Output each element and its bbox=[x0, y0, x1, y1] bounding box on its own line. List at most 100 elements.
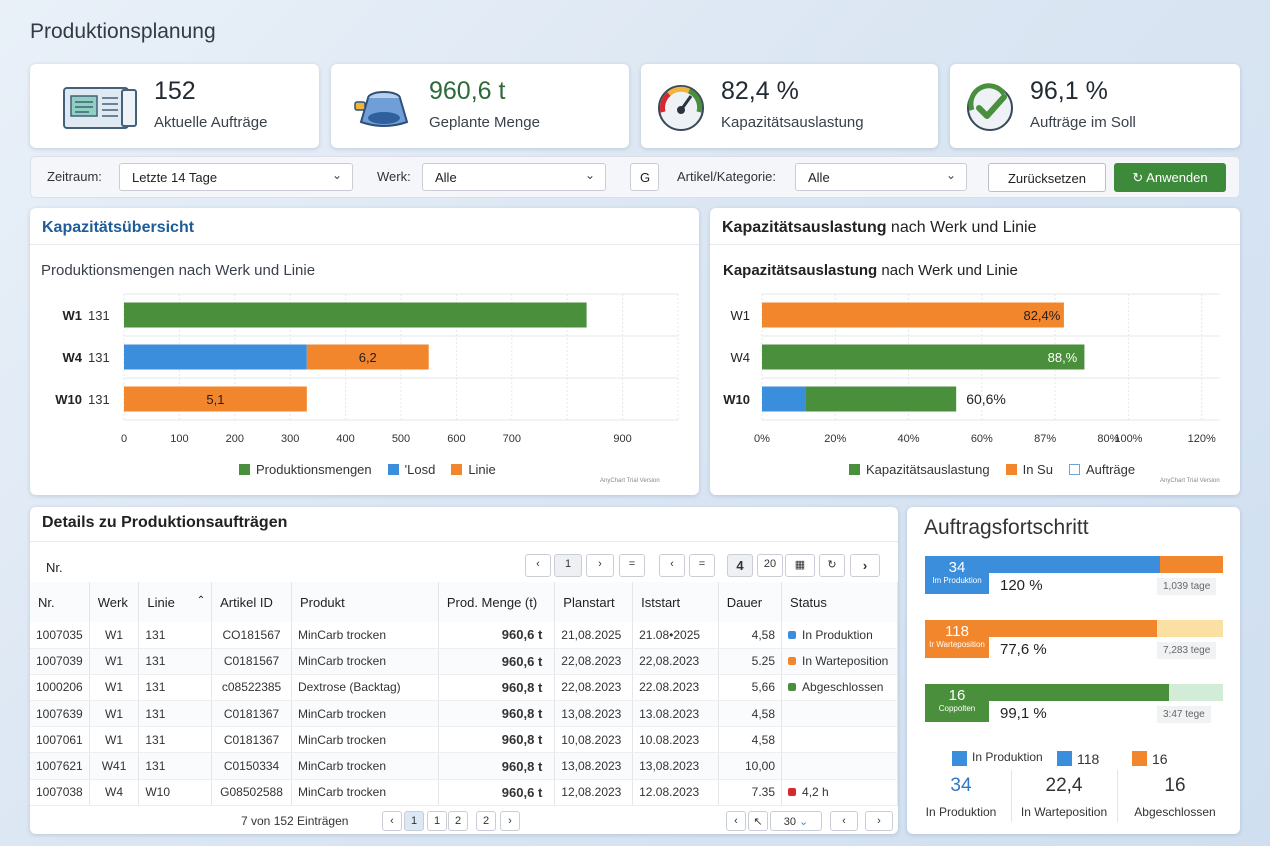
cell-nr: 1007061 bbox=[30, 726, 90, 754]
progress-count-box: 16 Coppolten bbox=[925, 684, 989, 722]
page-size-select[interactable]: 30 ⌄ bbox=[770, 811, 822, 831]
legend-label: 16 bbox=[1152, 751, 1168, 767]
apply-button[interactable]: ↻ Anwenden bbox=[1114, 163, 1226, 192]
progress-label: Ir Warteposition bbox=[929, 640, 985, 649]
toolbar-button[interactable]: › bbox=[586, 554, 614, 577]
legend-item: Aufträge bbox=[1068, 462, 1135, 477]
table-row[interactable]: 1000206 W1 131 c08522385 Dextrose (Backtag) 9… bbox=[30, 674, 898, 702]
divider bbox=[1011, 770, 1012, 822]
kpi-capacity-label: Kapazitätsauslastung bbox=[721, 114, 864, 131]
cell-menge: 960,6 t bbox=[438, 622, 556, 649]
table-row[interactable]: 1007035 W1 131 CO181567 MinCarb trocken 960,6… bbox=[30, 622, 898, 649]
cell-nr: 1007035 bbox=[30, 622, 90, 649]
kpi-quantity-value: 960,6 t bbox=[429, 77, 506, 105]
cell-produkt: MinCarb trocken bbox=[291, 622, 439, 649]
toolbar-button[interactable]: 20 bbox=[757, 554, 783, 577]
column-header[interactable]: Iststart bbox=[632, 582, 719, 622]
page-button[interactable]: › bbox=[500, 811, 520, 831]
progress-count: 16 bbox=[948, 687, 966, 704]
toolbar-button[interactable]: ↻ bbox=[819, 554, 845, 577]
cell-werk: W1 bbox=[89, 622, 140, 649]
column-header[interactable]: Werk bbox=[89, 582, 140, 622]
filter-bar: Zeitraum: Letzte 14 Tage ⌄ Werk: Alle ⌄ G … bbox=[30, 156, 1240, 198]
page-size-collapse-button[interactable]: ↖ bbox=[748, 811, 768, 831]
prev-page-button[interactable]: ‹ bbox=[830, 811, 858, 831]
page-size-prev-button[interactable]: ‹ bbox=[726, 811, 746, 831]
status-dot bbox=[788, 788, 797, 797]
next-page-button[interactable]: › bbox=[865, 811, 893, 831]
werk-select[interactable]: Alle ⌄ bbox=[422, 163, 606, 191]
column-header[interactable]: Status bbox=[781, 582, 898, 622]
toolbar-button[interactable]: › bbox=[850, 554, 880, 577]
toolbar-button[interactable]: ▦ bbox=[785, 554, 815, 577]
category-werk-label: W1 bbox=[63, 308, 83, 323]
clipboard-icon bbox=[63, 87, 137, 129]
production-chart: W1 131 W4 131 6,2 W10 131 5,1 0 100 200 300 400 500 60… bbox=[55, 293, 679, 445]
table-row[interactable]: 1007061 W1 131 C0181367 MinCarb trocken 960,8… bbox=[30, 726, 898, 754]
artikel-select[interactable]: Alle ⌄ bbox=[795, 163, 967, 191]
artikel-label: Artikel/Kategorie: bbox=[677, 169, 776, 184]
progress-percent: 99,1 % bbox=[1000, 705, 1047, 722]
page-button[interactable]: ‹ bbox=[382, 811, 402, 831]
cell-werk: W4 bbox=[89, 779, 140, 806]
toolbar-button[interactable]: ‹ bbox=[659, 554, 685, 577]
status-text: 4,2 h bbox=[802, 785, 829, 800]
tick-label: 900 bbox=[613, 433, 631, 445]
page-title: Produktionsplanung bbox=[30, 20, 216, 43]
cell-nr: 1007039 bbox=[30, 648, 90, 675]
column-header[interactable]: Artikel ID bbox=[211, 582, 292, 622]
legend-item: Produktionsmengen bbox=[239, 462, 372, 477]
zeitraum-select[interactable]: Letzte 14 Tage ⌄ bbox=[119, 163, 353, 191]
order-progress-panel: Auftragsfortschritt 34 Im Produktion 120 %… bbox=[907, 507, 1240, 834]
chart-subtitle: Produktionsmengen nach Werk und Linie bbox=[41, 262, 316, 279]
cell-menge: 960,8 t bbox=[438, 674, 556, 702]
kpi-orders-value: 152 bbox=[154, 77, 196, 105]
toolbar-button[interactable]: = bbox=[689, 554, 715, 577]
page-button[interactable]: 1 bbox=[427, 811, 447, 831]
progress-bar-fill bbox=[989, 684, 1170, 701]
cell-linie: 131 bbox=[138, 622, 213, 649]
kpi-orders-label: Aktuelle Aufträge bbox=[154, 114, 268, 131]
cell-status: In Produktion bbox=[781, 622, 898, 649]
cell-status: Abgeschlossen bbox=[781, 674, 898, 702]
progress-bar-rest bbox=[1159, 556, 1223, 573]
table-row[interactable]: 1007038 W4 W10 G08502588 MinCarb trocken 960,… bbox=[30, 779, 898, 806]
table-row[interactable]: 1007621 W41 131 C0150334 MinCarb trocken 960,… bbox=[30, 752, 898, 780]
toolbar-button[interactable]: 4 bbox=[727, 554, 753, 577]
cell-ist: 13,08.2023 bbox=[632, 752, 719, 780]
page-button[interactable]: 1 bbox=[404, 811, 424, 831]
cell-ist: 10.08.2023 bbox=[632, 726, 719, 754]
table-row[interactable]: 1007039 W1 131 C0181567 MinCarb trocken 960,6… bbox=[30, 648, 898, 675]
progress-percent: 77,6 % bbox=[1000, 641, 1047, 658]
toolbar-button[interactable]: ‹ bbox=[525, 554, 551, 577]
cell-status bbox=[781, 752, 898, 780]
page-button[interactable]: 2 bbox=[476, 811, 496, 831]
progress-days: 1,039 tage bbox=[1157, 578, 1217, 595]
column-header[interactable]: Nr. bbox=[30, 582, 90, 622]
g-button[interactable]: G bbox=[630, 163, 659, 191]
g-button-label: G bbox=[640, 170, 651, 185]
capacity-overview-panel: Kapazitätsübersicht Produktionsmengen na… bbox=[30, 208, 699, 495]
utilization-chart: W1 82,4% W4 88,% W10 60,6% 0% 20% 40% 60% 87% 80%10… bbox=[723, 293, 1220, 445]
bar bbox=[762, 344, 1085, 370]
panel-title: Kapazitätsübersicht bbox=[42, 219, 195, 236]
cell-werk: W1 bbox=[89, 648, 140, 675]
column-header[interactable]: Linie ⌃ bbox=[138, 582, 213, 622]
cell-artikel: CO181567 bbox=[211, 622, 292, 649]
page-button[interactable]: 2 bbox=[448, 811, 468, 831]
order-details-panel: Details zu Produktionsaufträgen Nr. ‹ 1 › =… bbox=[30, 507, 898, 834]
column-header[interactable]: Planstart bbox=[554, 582, 634, 622]
table-footer-count: 7 von 152 Einträgen bbox=[241, 814, 349, 828]
column-header[interactable]: Produkt bbox=[291, 582, 439, 622]
column-header[interactable]: Dauer bbox=[718, 582, 783, 622]
tick-label: 80% bbox=[1097, 433, 1119, 445]
legend-item: 'Losd bbox=[387, 462, 435, 477]
cell-menge: 960,6 t bbox=[438, 779, 556, 806]
tick-label: 120% bbox=[1188, 433, 1216, 445]
toolbar-button[interactable]: = bbox=[619, 554, 645, 577]
reset-button[interactable]: Zurücksetzen bbox=[988, 163, 1106, 192]
toolbar-button[interactable]: 1 bbox=[554, 554, 582, 577]
table-row[interactable]: 1007639 W1 131 C0181367 MinCarb trocken 960,8… bbox=[30, 700, 898, 728]
column-header[interactable]: Prod. Menge (t) bbox=[438, 582, 556, 622]
tick-label: 400 bbox=[336, 433, 354, 445]
